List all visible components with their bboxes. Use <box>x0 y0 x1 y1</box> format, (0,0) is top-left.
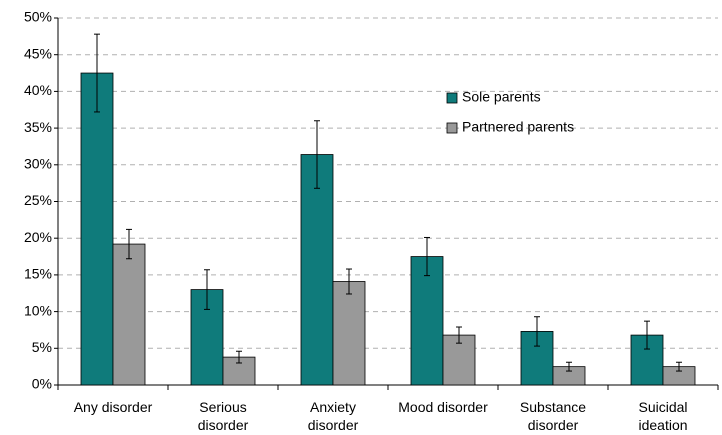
error-bar <box>676 361 682 372</box>
legend-label: Partnered parents <box>462 119 574 135</box>
x-tick-label: Mood disorder <box>398 399 488 415</box>
y-tick-label: 40% <box>24 82 52 98</box>
y-tick-label: 15% <box>24 266 52 282</box>
x-tick-label: Any disorder <box>73 399 153 415</box>
error-bar <box>236 350 242 364</box>
bar <box>80 72 114 386</box>
bar <box>410 256 444 386</box>
y-tick-label: 30% <box>24 156 52 172</box>
y-tick-label: 45% <box>24 45 52 61</box>
legend-swatch <box>446 92 458 104</box>
y-tick-label: 10% <box>24 302 52 318</box>
y-tick-label: 20% <box>24 229 52 245</box>
y-tick-label: 5% <box>32 339 52 355</box>
error-bar <box>126 228 132 260</box>
x-tick-label: Substance disorder <box>519 399 587 433</box>
x-tick-label: Anxiety disorder <box>307 399 359 433</box>
error-bar <box>346 268 352 295</box>
error-bar <box>424 236 430 277</box>
error-bar <box>456 326 462 344</box>
y-tick-label: 35% <box>24 119 52 135</box>
error-bar <box>204 269 210 310</box>
y-tick-label: 50% <box>24 9 52 25</box>
error-bar <box>94 33 100 113</box>
legend-label: Sole parents <box>462 89 541 105</box>
error-bar <box>644 320 650 350</box>
bar <box>300 154 334 386</box>
y-tick-label: 25% <box>24 192 52 208</box>
bar <box>112 243 146 386</box>
x-tick-label: Suicidal ideation <box>638 399 688 433</box>
bar <box>332 281 366 386</box>
error-bar <box>314 120 320 189</box>
legend-swatch <box>446 122 458 134</box>
error-bar <box>566 361 572 372</box>
error-bar <box>534 316 540 347</box>
y-tick-label: 0% <box>32 376 52 392</box>
x-tick-label: Serious disorder <box>197 399 249 433</box>
